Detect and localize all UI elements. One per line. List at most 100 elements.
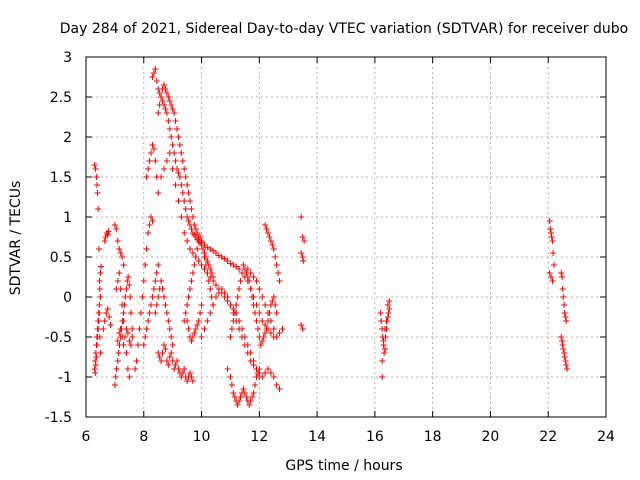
data-point	[149, 142, 156, 148]
data-point	[187, 246, 193, 252]
data-point	[165, 94, 172, 100]
data-point	[257, 342, 264, 348]
y-tick-label: 2.5	[50, 90, 72, 106]
data-point	[266, 234, 273, 240]
series-pass-l	[143, 142, 162, 196]
x-tick-label: 14	[308, 429, 326, 445]
data-point	[120, 262, 127, 268]
data-point	[148, 214, 154, 220]
data-point	[276, 386, 283, 392]
data-point	[207, 274, 214, 280]
series-pass-w	[262, 222, 283, 284]
data-point	[247, 358, 254, 364]
data-point	[215, 290, 222, 296]
data-point	[163, 310, 170, 316]
data-point	[168, 334, 175, 340]
data-point	[146, 158, 153, 164]
series-pass-p	[155, 342, 196, 384]
data-point	[162, 106, 169, 112]
data-point	[273, 334, 280, 340]
data-point	[178, 214, 185, 220]
data-point	[132, 366, 139, 372]
series-pass-ae	[558, 270, 570, 372]
data-point	[262, 370, 269, 376]
data-point	[161, 82, 167, 88]
data-point	[240, 386, 247, 392]
data-point	[385, 310, 392, 316]
data-point	[105, 228, 112, 235]
data-point	[117, 286, 124, 292]
data-point	[270, 294, 277, 300]
data-point	[204, 258, 211, 264]
data-point	[273, 310, 280, 316]
data-point	[202, 262, 209, 268]
data-point	[179, 190, 186, 196]
series-pass-j	[132, 214, 156, 372]
data-point	[259, 294, 266, 300]
data-point	[184, 214, 191, 220]
data-point	[181, 198, 188, 204]
data-point	[145, 166, 152, 172]
data-point	[159, 350, 166, 356]
data-point	[115, 350, 122, 356]
data-point	[379, 374, 386, 380]
data-point	[227, 302, 234, 308]
data-point	[178, 182, 185, 188]
data-point	[230, 318, 237, 324]
data-point	[163, 158, 170, 164]
data-point	[192, 254, 199, 260]
data-point	[299, 234, 306, 240]
data-point	[106, 314, 113, 320]
data-point	[137, 310, 144, 316]
x-axis-label: GPS time / hours	[285, 458, 402, 474]
data-point	[158, 94, 165, 100]
data-point	[162, 346, 169, 352]
data-point	[548, 274, 555, 280]
data-point	[233, 302, 240, 308]
data-point	[174, 358, 180, 364]
data-point	[156, 102, 163, 108]
data-point	[230, 390, 237, 396]
data-point	[161, 342, 167, 348]
data-point	[191, 222, 198, 228]
data-point	[210, 302, 217, 308]
data-point	[195, 318, 202, 324]
data-point	[140, 342, 147, 348]
data-point	[386, 306, 393, 312]
data-point	[259, 318, 266, 324]
data-point	[153, 78, 160, 84]
data-point	[94, 190, 101, 196]
x-tick-label: 20	[482, 429, 500, 445]
data-point	[550, 250, 557, 256]
series-pass-g	[111, 222, 127, 268]
data-point	[227, 334, 234, 340]
data-point	[91, 366, 98, 372]
data-point	[96, 246, 102, 252]
data-point	[116, 246, 123, 252]
data-point	[114, 278, 121, 284]
data-point	[558, 334, 565, 340]
data-point	[384, 302, 391, 308]
data-point	[267, 330, 274, 336]
data-point	[181, 230, 188, 236]
data-point	[179, 158, 186, 164]
data-point	[207, 266, 214, 272]
data-point	[142, 262, 149, 268]
data-point	[150, 146, 157, 152]
data-point	[152, 66, 159, 72]
data-point	[236, 398, 243, 404]
data-point	[126, 338, 133, 344]
data-point	[149, 74, 156, 80]
data-point	[231, 310, 238, 316]
data-point	[207, 310, 214, 316]
data-point	[252, 310, 258, 316]
data-point	[113, 226, 120, 232]
data-point	[546, 218, 553, 224]
data-point	[145, 318, 152, 324]
data-point	[104, 306, 111, 312]
axis-ticks	[85, 56, 607, 418]
data-point	[175, 170, 182, 176]
data-point	[143, 174, 150, 180]
data-point	[240, 262, 247, 268]
